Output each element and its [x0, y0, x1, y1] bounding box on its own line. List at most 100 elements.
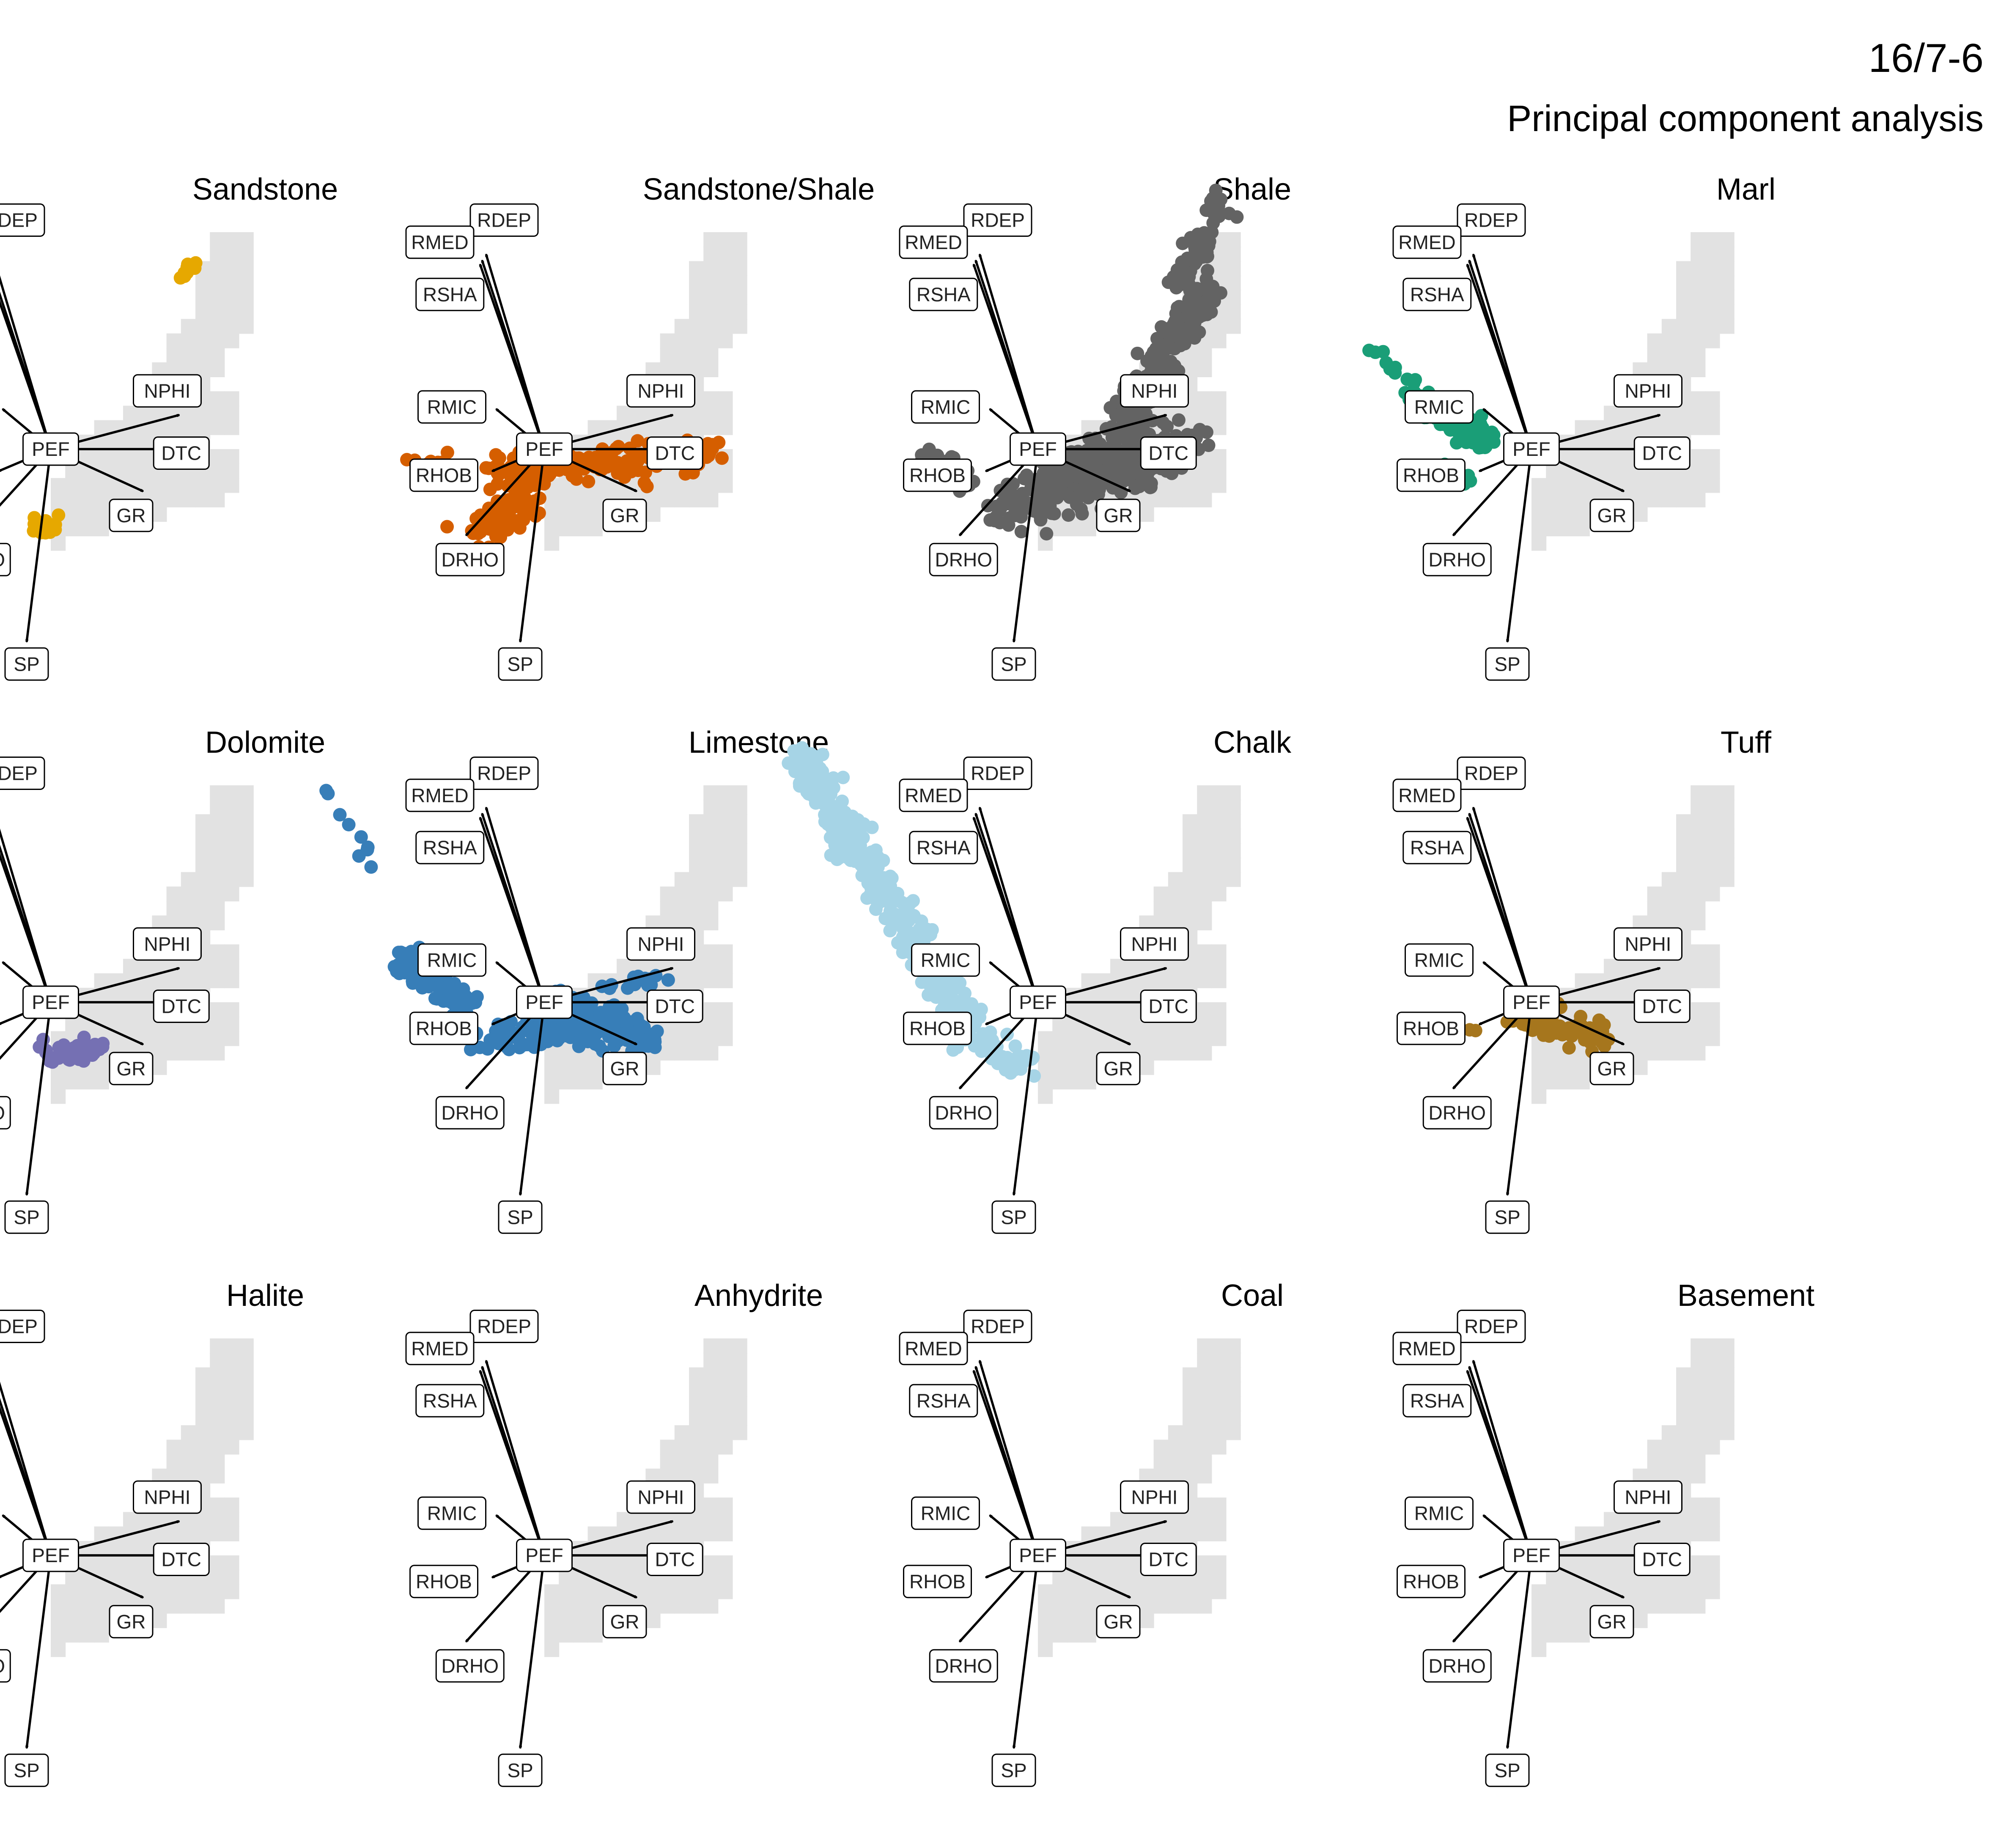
density-cell	[1691, 348, 1706, 363]
density-cell	[718, 420, 733, 435]
density-cell	[703, 362, 719, 377]
density-cell	[224, 290, 239, 305]
density-cell	[94, 1584, 109, 1599]
density-cell	[674, 348, 689, 363]
density-cell	[210, 1439, 225, 1455]
density-cell	[732, 232, 747, 247]
density-cell	[1168, 872, 1183, 887]
label-text: RDEP	[971, 762, 1025, 784]
density-cell	[732, 304, 747, 320]
density-cell	[239, 800, 254, 815]
density-cell	[689, 1425, 704, 1440]
density-cell	[195, 886, 211, 902]
density-cell	[1676, 959, 1691, 974]
density-cell	[544, 1613, 560, 1628]
density-cell	[224, 406, 239, 421]
density-cell	[195, 1367, 211, 1382]
label-text: RMIC	[427, 949, 477, 971]
density-cell	[1691, 886, 1706, 902]
label-box	[498, 647, 543, 681]
density-cell	[1139, 1598, 1154, 1614]
density-cell	[1705, 247, 1720, 262]
label-text: GR	[610, 1611, 639, 1633]
density-cell	[645, 1584, 661, 1599]
density-cell	[1691, 800, 1706, 815]
density-cell	[210, 959, 225, 974]
density-cell	[544, 492, 560, 507]
density-cell	[123, 1541, 138, 1556]
density-cell	[660, 1454, 675, 1469]
density-cell	[1211, 1584, 1227, 1599]
density-cell	[1691, 304, 1706, 320]
density-cell	[1691, 1002, 1706, 1017]
label-text: PEF	[1019, 1544, 1057, 1566]
density-cell	[94, 449, 109, 464]
label-box	[1503, 432, 1560, 466]
density-cell	[210, 1598, 225, 1614]
density-cell	[1719, 814, 1735, 829]
density-cell	[1211, 785, 1227, 801]
density-cell	[587, 1613, 603, 1628]
density-cell	[1546, 1613, 1561, 1628]
density-cell	[1546, 1584, 1561, 1599]
density-cell	[137, 434, 153, 450]
scatter-points	[27, 256, 203, 540]
density-cell	[718, 1584, 733, 1599]
density-cell	[1153, 1526, 1169, 1541]
density-cell	[703, 232, 719, 247]
label-sp: SP	[498, 1753, 543, 1787]
data-point	[436, 994, 450, 1008]
density-cell	[94, 1002, 109, 1017]
density-cell	[1531, 1628, 1547, 1643]
density-cell	[1168, 901, 1183, 916]
data-point	[631, 434, 645, 448]
density-cell	[210, 1353, 225, 1368]
density-cell	[1676, 1454, 1691, 1469]
density-cell	[224, 420, 239, 435]
density-cell	[1067, 1555, 1082, 1571]
loading-arrow-sp	[520, 449, 546, 642]
density-cell	[703, 858, 719, 873]
label-rdep: RDEP	[469, 203, 539, 237]
label-rhob: RHOB	[903, 1012, 972, 1045]
panel-grid: Sandstone RDEP RMED RSHA RMIC RHOB DRHO SP NPHI D…	[0, 173, 1814, 1787]
density-cell	[1081, 973, 1096, 988]
density-cell	[1691, 362, 1706, 377]
label-box	[405, 225, 475, 259]
density-cell	[108, 1541, 124, 1556]
data-point	[440, 520, 454, 534]
density-cell	[718, 1439, 733, 1455]
density-cell	[631, 1512, 646, 1527]
density-cell	[80, 492, 95, 507]
density-cell	[224, 1017, 239, 1032]
density-cell	[181, 973, 196, 988]
density-cell	[1052, 1598, 1068, 1614]
density-cell	[1168, 1425, 1183, 1440]
label-gr: GR	[602, 499, 647, 532]
density-cell	[1211, 319, 1227, 334]
density-cell	[689, 1396, 704, 1411]
label-text: SP	[1001, 1206, 1026, 1228]
density-cell	[65, 1628, 80, 1643]
density-cell	[1125, 1017, 1140, 1032]
density-cell	[703, 1382, 719, 1397]
density-cell	[718, 828, 733, 844]
density-cell	[1719, 261, 1735, 276]
density-cell	[1705, 478, 1720, 493]
label-text: RDEP	[477, 1316, 531, 1338]
label-text: GR	[1597, 1611, 1627, 1633]
label-rhob: RHOB	[409, 458, 478, 492]
density-cell	[1604, 463, 1619, 479]
density-cell	[1546, 507, 1561, 522]
density-cell	[94, 1526, 109, 1541]
density-cell	[1038, 1642, 1053, 1657]
density-cell	[689, 275, 704, 291]
density-cell	[587, 1075, 603, 1090]
label-nphi: NPHI	[626, 927, 695, 961]
density-cell	[1226, 319, 1241, 334]
density-cell	[703, 944, 719, 960]
density-cell	[1531, 478, 1547, 493]
density-cell	[65, 1075, 80, 1090]
density-cell	[587, 521, 603, 537]
density-cell	[1211, 959, 1227, 974]
